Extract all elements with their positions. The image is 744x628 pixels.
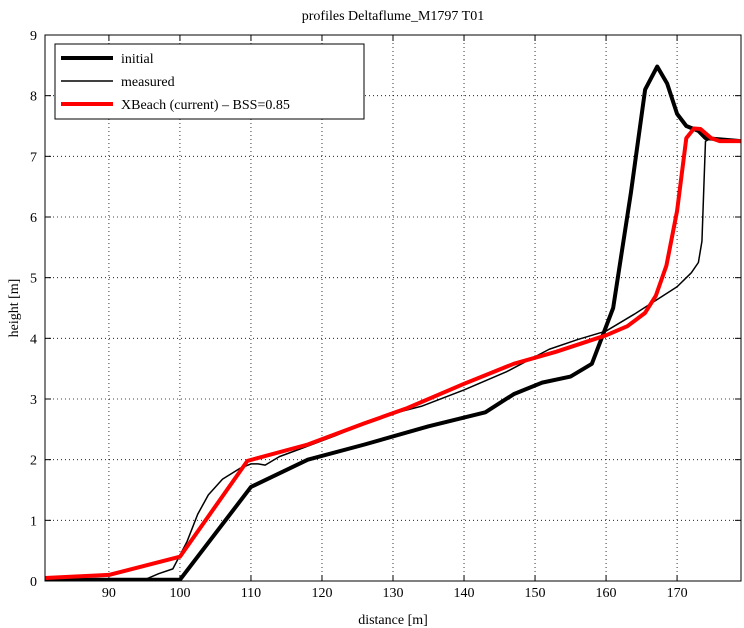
x-tick-label: 140 <box>454 586 475 601</box>
x-tick-label: 90 <box>102 586 116 601</box>
series-lines <box>45 64 741 581</box>
y-tick-label: 7 <box>30 150 37 165</box>
legend-label: measured <box>121 75 175 90</box>
plot-frame <box>44 34 742 582</box>
y-tick-label: 4 <box>30 332 37 347</box>
series-line-0 <box>45 64 741 581</box>
y-tick-label: 2 <box>30 454 37 469</box>
y-axis-label: height [m] <box>7 279 22 338</box>
x-tick-label: 160 <box>596 586 617 601</box>
x-tick-label: 120 <box>311 586 332 601</box>
axis-ticks: 90 100 110 120 130 140 150 160 170 0 1 2 3 4 5 6 7 8 9 <box>30 29 741 601</box>
x-tick-label: 130 <box>383 586 404 601</box>
x-tick-label: 150 <box>525 586 546 601</box>
x-tick-label: 170 <box>667 586 688 601</box>
legend-label: initial <box>121 52 154 67</box>
y-tick-label: 0 <box>30 575 37 590</box>
chart-title: profiles Deltaflume_M1797 T01 <box>302 9 485 24</box>
y-tick-label: 6 <box>30 211 37 226</box>
y-tick-label: 9 <box>30 29 37 44</box>
y-tick-label: 8 <box>30 90 37 105</box>
x-tick-label: 110 <box>241 586 261 601</box>
legend-label: XBeach (current) – BSS=0.85 <box>121 98 290 113</box>
x-tick-label: 100 <box>169 586 190 601</box>
legend: initial measured XBeach (current) – BSS=0.… <box>54 43 365 120</box>
y-tick-label: 3 <box>30 393 37 408</box>
x-axis-label: distance [m] <box>358 613 428 628</box>
y-tick-label: 1 <box>30 514 37 529</box>
y-tick-label: 5 <box>30 272 37 287</box>
series-line-2 <box>45 126 741 580</box>
